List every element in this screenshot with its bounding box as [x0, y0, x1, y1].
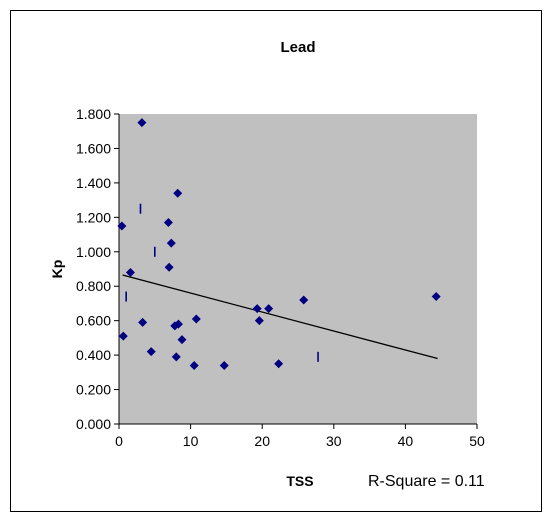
y-tick-label: 1.800 [76, 106, 111, 122]
x-tick-label: 20 [254, 433, 270, 449]
data-point [146, 347, 156, 357]
y-axis-label: Kp [49, 260, 65, 279]
x-axis: 0 10 20 30 40 50 [115, 423, 485, 449]
data-point [125, 267, 135, 277]
data-point [166, 238, 176, 248]
data-point [274, 359, 284, 369]
data-point [171, 352, 181, 362]
y-tick-label: 1.000 [76, 244, 111, 260]
data-point [164, 262, 174, 272]
y-tick-label: 1.200 [76, 209, 111, 225]
data-point [299, 295, 309, 305]
data-point [177, 335, 187, 345]
r-square-annotation: R-Square = 0.11 [368, 473, 485, 490]
chart-title: Lead [280, 39, 315, 56]
x-tick-label: 50 [469, 433, 485, 449]
data-point [118, 331, 128, 341]
trendline [122, 274, 438, 360]
y-tick-label: 0.600 [76, 313, 111, 329]
data-points [117, 118, 441, 370]
y-tick-label: 0.200 [76, 382, 111, 398]
data-point [189, 360, 199, 370]
data-point [254, 316, 264, 326]
data-point [191, 314, 201, 324]
x-axis-label: TSS [286, 473, 313, 489]
data-point [264, 304, 274, 314]
data-point [163, 218, 173, 227]
data-point [137, 118, 147, 128]
y-tick-label: 0.800 [76, 278, 111, 294]
x-tick-label: 0 [115, 433, 123, 449]
data-point [219, 360, 229, 370]
y-tick-label: 1.400 [76, 175, 111, 191]
y-tick-label: 0.000 [76, 416, 111, 432]
data-point [173, 188, 183, 198]
data-point [252, 304, 262, 314]
y-tick-label: 1.600 [76, 140, 111, 156]
data-point [138, 317, 148, 327]
x-tick-label: 30 [326, 433, 342, 449]
data-point [431, 292, 441, 302]
plot-area [119, 114, 477, 424]
y-axis: 0.000 0.200 0.400 0.600 0.800 1.000 1.200 1.400… [76, 106, 120, 432]
y-tick-label: 0.400 [76, 347, 111, 363]
x-tick-label: 10 [183, 433, 199, 449]
x-tick-label: 40 [398, 433, 414, 449]
data-point [173, 319, 183, 329]
data-point [117, 221, 127, 231]
